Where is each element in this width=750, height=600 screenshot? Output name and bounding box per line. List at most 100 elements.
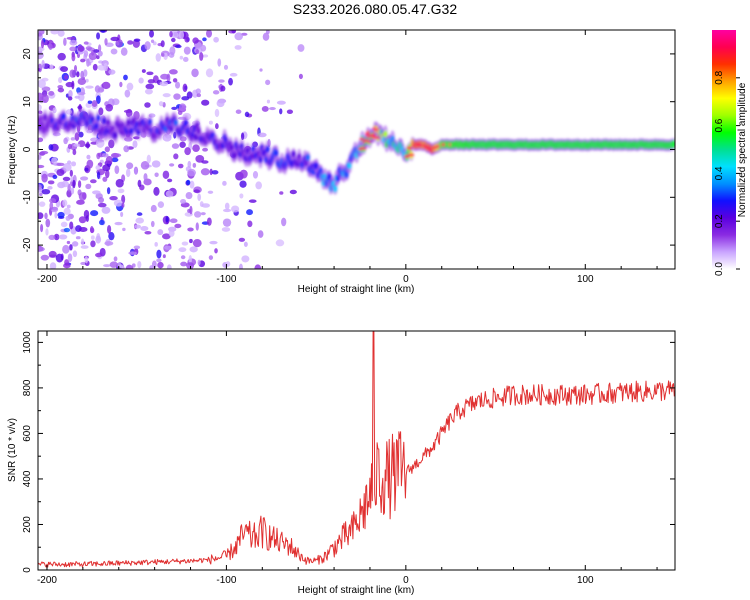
spectrogram-noise-blob bbox=[119, 264, 124, 269]
colorbar-ticks: 0.0 0.2 0.4 0.6 0.8 bbox=[714, 70, 740, 276]
spectrogram-noise-blob bbox=[181, 241, 189, 246]
spectrogram-noise-blob bbox=[110, 48, 118, 55]
spectrogram-noise-blob bbox=[73, 65, 78, 72]
spectrogram-noise-blob bbox=[66, 36, 76, 40]
spectrogram-noise-blob bbox=[85, 46, 93, 51]
spectrogram-noise-blob bbox=[48, 90, 55, 96]
spectrogram-noise-blob bbox=[224, 202, 230, 210]
spectrogram-x-tick-label: -200 bbox=[37, 274, 57, 285]
spectrogram-noise-blob bbox=[241, 255, 250, 263]
spectrogram-noise-blob bbox=[69, 69, 76, 78]
spectrogram-noise-blob bbox=[73, 143, 81, 147]
spectrogram-noise-blob bbox=[104, 241, 114, 246]
spectrogram-ridge-cell bbox=[129, 127, 134, 135]
spectrogram-noise-blob bbox=[168, 229, 175, 237]
spectrogram-noise-blob bbox=[125, 264, 134, 269]
spectrogram-noise-blob bbox=[110, 36, 120, 42]
spectrogram-ridge-cell bbox=[193, 133, 198, 141]
spectrogram-noise-blob bbox=[71, 161, 77, 167]
snr-y-tick-label: 1000 bbox=[22, 331, 33, 354]
spectrogram-noise-blob bbox=[113, 199, 123, 207]
spectrogram-noise-blob bbox=[239, 169, 248, 179]
spectrogram-noise-blob bbox=[62, 176, 71, 182]
spectrogram-noise-blob bbox=[200, 168, 210, 176]
spectrogram-noise-blob bbox=[234, 45, 242, 50]
spectrogram-noise-blob bbox=[103, 264, 111, 268]
spectrogram-ridge-cell bbox=[344, 171, 349, 179]
spectrogram-noise-blob bbox=[189, 246, 198, 253]
spectrogram-noise-blob bbox=[234, 32, 243, 41]
spectrogram-noise-blob bbox=[52, 174, 58, 180]
spectrogram-noise-blob bbox=[115, 178, 124, 188]
spectrogram-noise-blob bbox=[90, 210, 99, 217]
spectrogram-x-tick-label: 100 bbox=[577, 274, 594, 285]
spectrogram-noise-blob bbox=[80, 238, 85, 246]
spectrogram-noise-blob bbox=[140, 161, 150, 170]
spectrogram-noise-blob bbox=[69, 39, 78, 46]
spectrogram-noise-blob bbox=[164, 245, 172, 250]
spectrogram-noise-blob bbox=[76, 71, 80, 78]
spectrogram-noise-blob bbox=[218, 79, 225, 83]
spectrogram-noise-blob bbox=[38, 30, 45, 35]
spectrogram-noise-blob bbox=[126, 162, 134, 170]
spectrogram-noise-blob bbox=[76, 199, 85, 205]
spectrogram-noise-blob bbox=[215, 123, 219, 130]
spectrogram-y-label: Frequency (Hz) bbox=[7, 116, 18, 185]
spectrogram-noise-blob bbox=[96, 55, 100, 60]
spectrogram-noise-blob bbox=[95, 235, 102, 244]
spectrogram-noise-blob bbox=[49, 198, 57, 204]
spectrogram-noise-blob bbox=[189, 180, 195, 189]
spectrogram-noise-blob bbox=[157, 261, 164, 269]
spectrogram-noise-blob bbox=[266, 99, 271, 104]
spectrogram-noise-blob bbox=[71, 241, 79, 247]
spectrogram-ridge-cell bbox=[173, 119, 178, 127]
spectrogram-noise-blob bbox=[132, 140, 138, 148]
spectrogram-noise-blob bbox=[254, 264, 262, 269]
spectrogram-noise-blob bbox=[174, 223, 182, 229]
spectrogram-y-tick-label: 0 bbox=[22, 146, 33, 152]
spectrogram-noise-blob bbox=[45, 228, 49, 236]
spectrogram-noise-blob bbox=[93, 49, 100, 53]
spectrogram-noise-blob bbox=[114, 221, 123, 226]
spectrogram-noise-blob bbox=[179, 55, 184, 60]
snr-y-tick-label: 0 bbox=[22, 567, 33, 573]
spectrogram-noise-blob bbox=[231, 30, 237, 34]
spectrogram-ridge-cell bbox=[61, 112, 66, 120]
spectrogram-noise-blob bbox=[223, 64, 229, 70]
spectrogram-noise-blob bbox=[177, 163, 184, 169]
spectrogram-noise-blob bbox=[137, 179, 142, 188]
spectrogram-ridge-cell bbox=[333, 185, 338, 193]
spectrogram-noise-blob bbox=[86, 159, 94, 169]
spectrogram-noise-blob bbox=[62, 199, 68, 207]
spectrogram-noise-blob bbox=[96, 171, 101, 180]
spectrogram-noise-blob bbox=[41, 173, 48, 183]
spectrogram-noise-blob bbox=[188, 254, 192, 264]
spectrogram-noise-blob bbox=[146, 154, 151, 164]
spectrogram-noise-blob bbox=[71, 80, 75, 90]
spectrogram-noise-blob bbox=[178, 30, 185, 40]
spectrogram-noise-blob bbox=[122, 227, 126, 232]
spectrogram-noise-blob bbox=[84, 167, 89, 172]
spectrogram-noise-blob bbox=[150, 204, 157, 213]
spectrogram-ridge-cell bbox=[126, 119, 131, 127]
spectrogram-noise-blob bbox=[99, 219, 105, 226]
spectrogram-noise-blob bbox=[200, 44, 207, 52]
spectrogram-noise-blob bbox=[61, 180, 69, 188]
spectrogram-noise-blob bbox=[124, 89, 131, 98]
spectrogram-noise-blob bbox=[69, 221, 74, 230]
spectrogram-noise-blob bbox=[45, 218, 51, 228]
spectrogram-noise-blob bbox=[83, 41, 89, 45]
spectrogram-noise-blob bbox=[208, 255, 214, 260]
spectrogram-noise-blob bbox=[133, 38, 141, 42]
spectrogram-noise-blob bbox=[143, 173, 148, 181]
spectrogram-noise-blob bbox=[54, 211, 58, 219]
spectrogram-noise-blob bbox=[83, 209, 90, 219]
spectrogram-noise-blob bbox=[192, 144, 200, 153]
spectrogram-noise-blob bbox=[163, 52, 168, 60]
spectrogram-noise-blob bbox=[235, 109, 242, 114]
spectrogram-noise-blob bbox=[187, 168, 197, 177]
spectrogram-noise-blob bbox=[171, 143, 180, 149]
spectrogram-noise-blob bbox=[112, 153, 122, 158]
spectrogram-noise-blob bbox=[53, 233, 60, 241]
